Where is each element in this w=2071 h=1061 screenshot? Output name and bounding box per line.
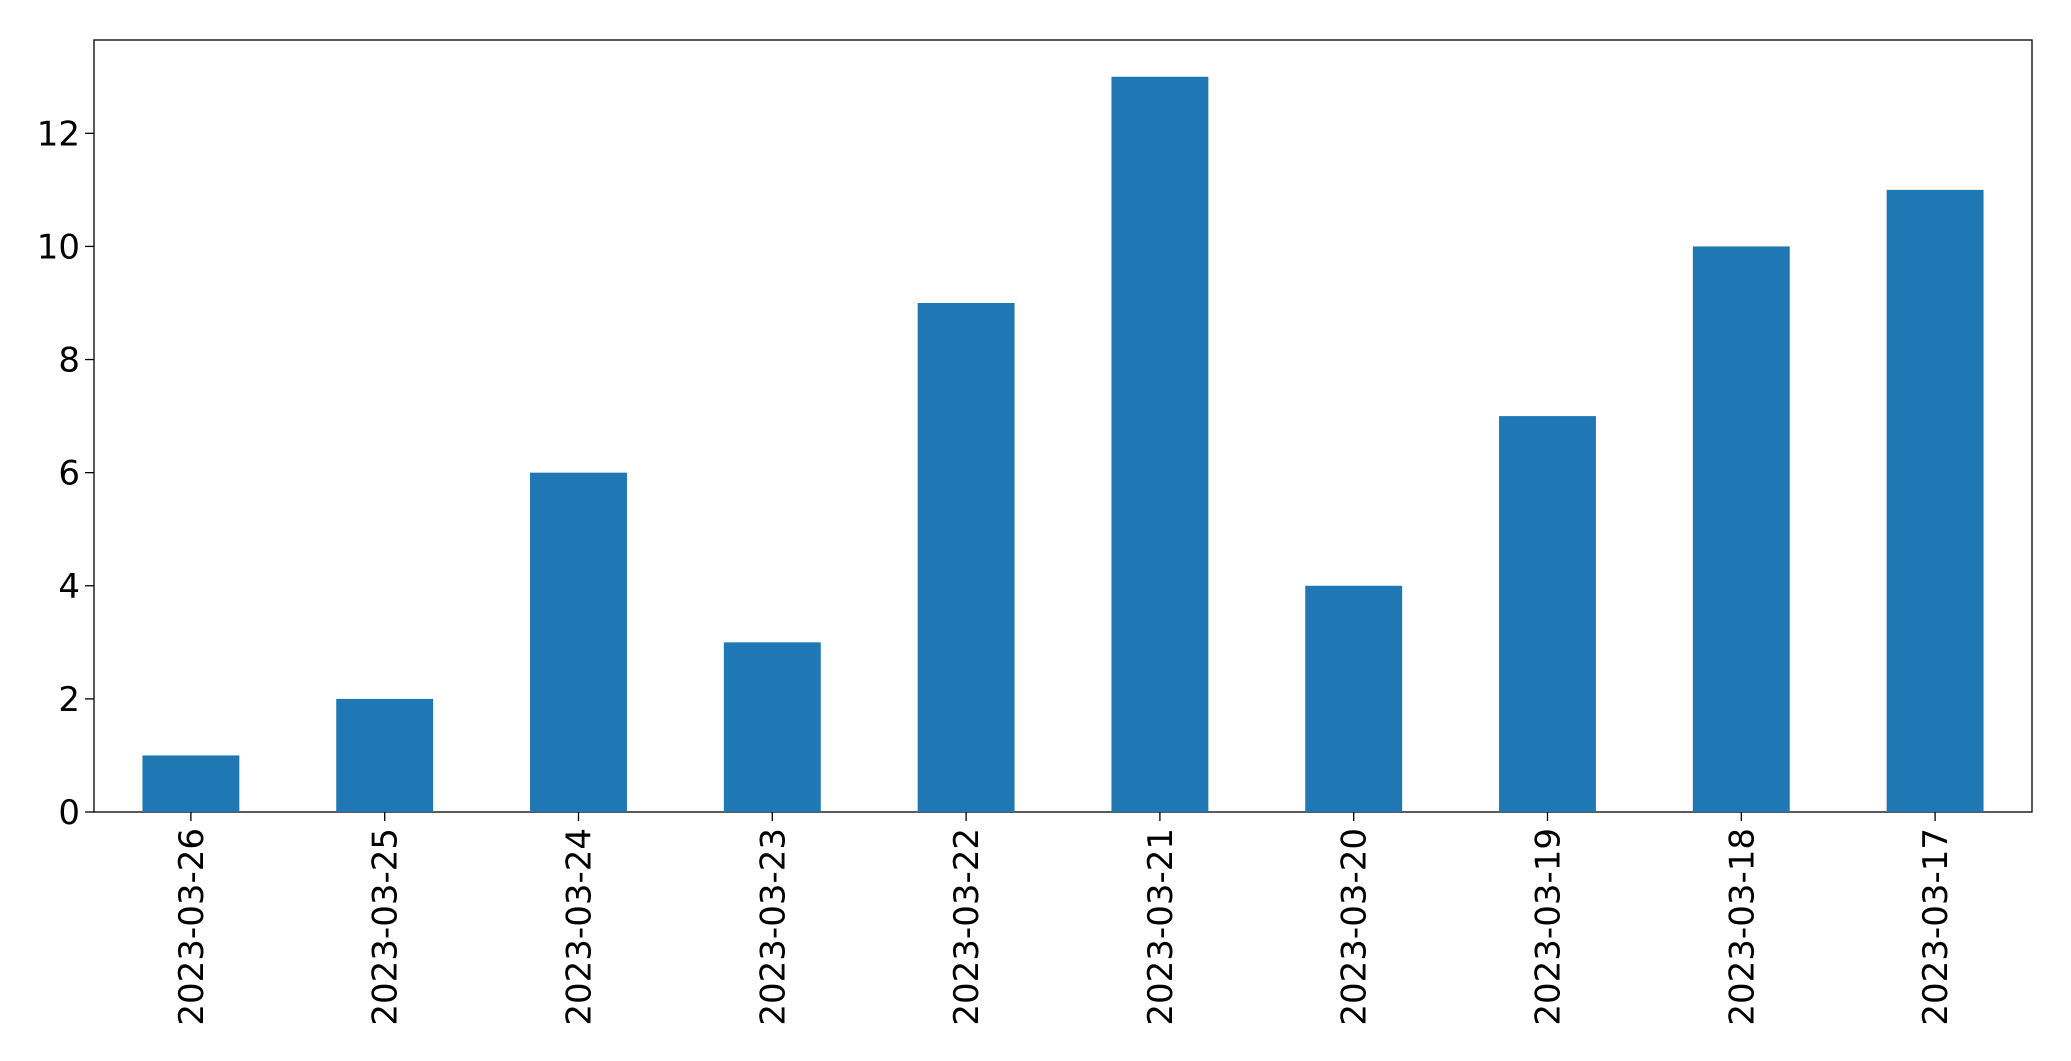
x-tick-label: 2023-03-24: [560, 828, 600, 1026]
bar: [1111, 76, 1209, 812]
bar: [142, 755, 240, 812]
bar: [723, 642, 821, 812]
x-tick-label: 2023-03-22: [947, 828, 987, 1026]
y-tick-label: 10: [37, 227, 80, 267]
y-tick-label: 4: [58, 567, 80, 607]
y-tick-label: 0: [58, 793, 80, 833]
y-tick-label: 6: [58, 454, 80, 494]
x-tick-label: 2023-03-23: [753, 828, 793, 1026]
plot-frame: [93, 39, 2033, 813]
x-tick-label: 2023-03-21: [1141, 828, 1181, 1026]
x-tick-label: 2023-03-18: [1722, 828, 1762, 1026]
x-tick-label: 2023-03-19: [1529, 828, 1569, 1026]
bar: [917, 302, 1015, 812]
x-tick-label: 2023-03-25: [366, 828, 406, 1026]
bar: [1886, 189, 1984, 812]
x-tick-label: 2023-03-20: [1335, 828, 1375, 1026]
bar: [1692, 246, 1790, 812]
bar: [1305, 585, 1403, 812]
bar: [1499, 416, 1596, 812]
y-tick-label: 8: [58, 341, 80, 381]
x-tick-label: 2023-03-17: [1916, 828, 1956, 1026]
y-tick-label: 12: [37, 114, 80, 154]
x-tick-label: 2023-03-26: [172, 828, 212, 1026]
bar: [530, 472, 627, 812]
y-tick-label: 2: [58, 680, 80, 720]
bar: [336, 698, 434, 812]
